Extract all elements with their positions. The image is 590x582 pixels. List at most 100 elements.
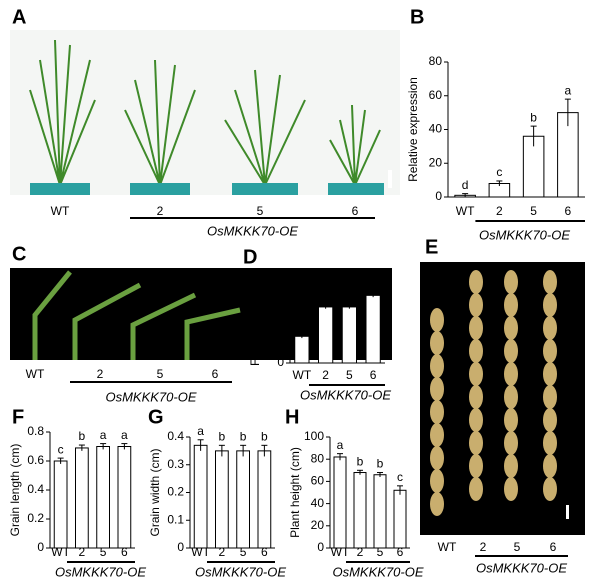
y-tick-label: 100 [264, 266, 284, 280]
x-tick-label: WT [191, 545, 210, 559]
bar [257, 450, 272, 549]
y-tick-label: 40 [311, 496, 325, 510]
x-tick-label: 5 [240, 545, 247, 559]
panel-label: C [12, 243, 26, 265]
y-tick-label: 20 [271, 337, 285, 351]
x-tick-label: WT [293, 368, 312, 382]
bar [294, 335, 310, 364]
photo-caption: WT [438, 540, 457, 554]
plants [29, 39, 381, 186]
x-tick-label: WT [331, 545, 350, 559]
panel-label: E [425, 236, 438, 258]
panel-label: G [148, 406, 164, 428]
photo-caption: WT [26, 367, 45, 381]
bar [215, 450, 229, 549]
photo-caption: 5 [514, 540, 521, 554]
bar [53, 460, 68, 549]
y-tick-label: 0.8 [27, 424, 44, 438]
x-tick-label: 6 [397, 545, 404, 559]
group-label: OsMKKK70-OE [332, 564, 423, 579]
significance-letter: b [322, 289, 329, 303]
x-tick-label: 2 [496, 204, 503, 218]
x-tick-label: 6 [370, 368, 377, 382]
y-tick-label: 0.3 [167, 457, 184, 471]
y-tick-label: 100 [304, 429, 324, 443]
y-tick-label: 0 [177, 540, 184, 554]
significance-letter: c [299, 319, 305, 333]
significance-letter: b [377, 457, 384, 471]
y-tick-label: 0 [277, 355, 284, 369]
significance-letter: a [565, 83, 572, 97]
group-label: OsMKKK70-OE [105, 389, 196, 404]
significance-letter: b [357, 454, 364, 468]
y-axis-label: Grain width (cm) [148, 448, 162, 536]
significance-letter: c [496, 165, 502, 179]
y-axis-label: Plant height (cm) [288, 447, 302, 538]
x-tick-label: 2 [322, 368, 329, 382]
x-tick-label: 5 [346, 368, 353, 382]
y-tick-label: 60 [429, 88, 443, 102]
photo-caption: 6 [212, 367, 219, 381]
photo-caption: 6 [550, 540, 557, 554]
y-tick-label: 0 [317, 540, 324, 554]
panel-label: A [12, 6, 26, 28]
x-tick-label: 5 [100, 545, 107, 559]
y-tick-label: 0.1 [167, 512, 184, 526]
group-label: OsMKKK70-OE [55, 564, 146, 579]
y-tick-label: 80 [311, 451, 325, 465]
x-tick-label: 6 [565, 204, 572, 218]
y-tick-label: 40 [429, 122, 443, 136]
y-axis-label: Flag leaf angle (°) [248, 271, 262, 366]
scale-bar [566, 505, 569, 519]
photo-e [420, 262, 585, 535]
y-tick-label: 0.2 [27, 511, 44, 525]
significance-letter: c [397, 470, 403, 484]
photo-caption: 2 [97, 367, 104, 381]
x-tick-label: 6 [261, 545, 268, 559]
scale-bar [388, 170, 392, 188]
x-tick-label: WT [51, 545, 70, 559]
group-label: OsMKKK70-OE [195, 564, 286, 579]
photo-caption: 2 [157, 204, 164, 218]
significance-letter: a [197, 424, 204, 438]
group-label: OsMKKK70-OE [300, 387, 391, 402]
panel-label: H [285, 406, 299, 428]
photo-caption: 2 [480, 540, 487, 554]
photo-c [10, 268, 392, 360]
photo-caption: WT [51, 204, 70, 218]
significance-letter: b [530, 110, 537, 124]
y-tick-label: 40 [271, 320, 285, 334]
y-axis-label: Grain length (cm) [8, 444, 22, 537]
significance-letter: b [79, 429, 86, 443]
x-tick-label: 2 [79, 545, 86, 559]
y-tick-label: 0 [37, 540, 44, 554]
bar [236, 450, 250, 549]
bar [341, 306, 357, 364]
significance-letter: a [121, 428, 128, 442]
bar [117, 446, 132, 549]
group-label: OsMKKK70-OE [476, 560, 567, 575]
x-tick-label: 2 [357, 545, 364, 559]
panel-label: D [243, 246, 257, 268]
bar [193, 444, 208, 549]
panel-label: B [410, 6, 424, 28]
significance-letter: b [240, 429, 247, 443]
y-tick-label: 0.4 [27, 482, 44, 496]
y-tick-label: 0.6 [27, 453, 44, 467]
photo-caption: 5 [157, 367, 164, 381]
group-label: OsMKKK70-OE [207, 223, 298, 238]
x-tick-label: WT [456, 204, 475, 218]
y-tick-label: 60 [311, 474, 325, 488]
y-tick-label: 80 [271, 284, 285, 298]
y-tick-label: 0 [435, 189, 442, 203]
significance-letter: b [219, 429, 226, 443]
bar [365, 294, 381, 364]
bar [318, 306, 334, 364]
x-tick-label: 6 [121, 545, 128, 559]
significance-letter: a [370, 278, 377, 292]
significance-letter: b [261, 429, 268, 443]
y-tick-label: 80 [429, 54, 443, 68]
pots [30, 183, 384, 195]
bar [353, 472, 367, 549]
